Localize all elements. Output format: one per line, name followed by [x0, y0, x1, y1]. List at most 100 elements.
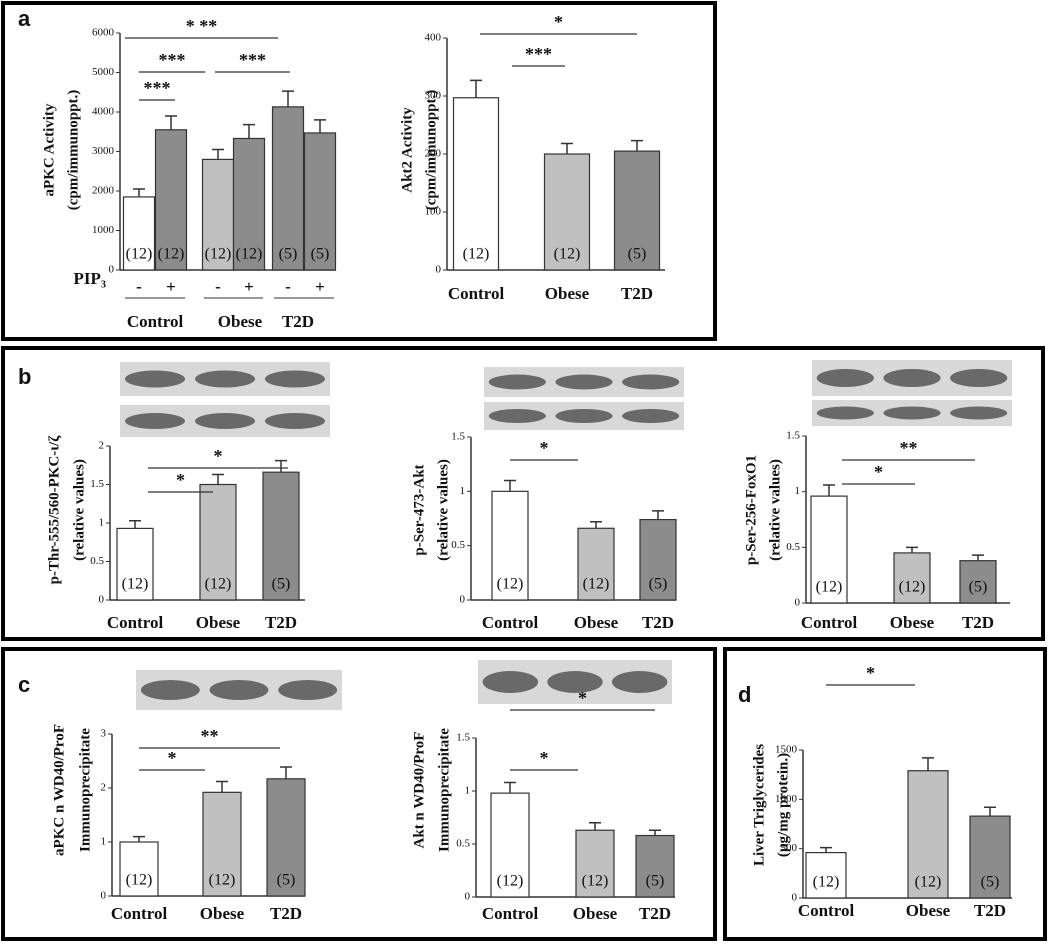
n-label: (5) — [981, 874, 1000, 891]
bar — [543, 153, 591, 271]
n-label: (12) — [497, 873, 524, 890]
bar — [262, 471, 300, 601]
significance-label: * — [554, 12, 563, 32]
error-bar — [590, 521, 602, 529]
significance-label: * — [874, 462, 883, 482]
y-axis-label: (relative values) — [767, 459, 783, 561]
panel-frame — [723, 647, 1047, 941]
error-bar — [823, 484, 835, 497]
y-axis-label: p-Ser-256-FoxO1 — [743, 455, 759, 565]
blot-band — [195, 413, 255, 429]
group-title: PIP₃ — [74, 269, 106, 288]
y-tick-label: 0.5 — [90, 555, 104, 567]
x-tick-label: T2D — [621, 284, 653, 303]
bar — [613, 150, 661, 271]
y-tick-label: 1000 — [92, 224, 115, 236]
n-label: (5) — [649, 576, 668, 593]
n-label: (12) — [205, 246, 232, 263]
error-bar — [631, 139, 643, 152]
y-tick-label: 6000 — [92, 27, 115, 39]
n-label: (12) — [205, 576, 232, 593]
blot-band — [883, 406, 941, 420]
n-label: (12) — [126, 872, 153, 889]
group-label: T2D — [282, 312, 314, 331]
y-tick-label: 2000 — [92, 185, 115, 197]
y-axis-label: p-Ser-473-Akt — [411, 464, 427, 555]
y-tick-label: 3 — [101, 728, 107, 740]
blot-band — [555, 374, 613, 390]
y-tick-label: 2 — [99, 440, 105, 452]
y-tick-label: 0 — [109, 264, 115, 276]
n-label: (5) — [279, 246, 298, 263]
significance-label: ** — [201, 726, 219, 746]
error-bar — [972, 554, 984, 561]
bar — [154, 129, 188, 271]
bar — [122, 196, 156, 271]
n-label: (12) — [813, 874, 840, 891]
error-bar — [589, 822, 601, 831]
bar — [201, 158, 235, 271]
y-tick-label: 1 — [101, 836, 107, 848]
y-tick-label: 0 — [99, 594, 105, 606]
error-bar — [129, 519, 141, 529]
n-label: (5) — [628, 246, 647, 263]
error-bar — [243, 123, 255, 139]
y-tick-label: 1 — [460, 485, 466, 497]
y-tick-label: 400 — [425, 32, 442, 44]
y-axis-label: aPKC n WD40/ProF — [51, 724, 67, 856]
n-label: (12) — [915, 874, 942, 891]
error-bar — [652, 510, 664, 520]
y-axis-label: aPKC Activity — [41, 103, 57, 196]
significance-label: *** — [144, 78, 171, 98]
error-bar — [212, 473, 224, 485]
x-tick-label: T2D — [974, 901, 1006, 920]
bar — [271, 106, 305, 271]
y-axis-label: Immunoprecipitate — [436, 728, 452, 852]
significance-label: * — [176, 470, 185, 490]
n-label: (5) — [311, 246, 330, 263]
n-label: (12) — [158, 246, 185, 263]
blot-band — [125, 413, 185, 429]
bar — [491, 490, 529, 601]
y-tick-label: 0.5 — [456, 838, 470, 850]
blot-band — [278, 680, 338, 700]
x-tick-label: Obese — [906, 901, 951, 920]
bar — [202, 791, 242, 897]
blot-band — [140, 680, 200, 700]
blot-band — [265, 413, 325, 429]
x-tick-label: Obese — [573, 904, 618, 923]
error-bar — [280, 766, 292, 779]
error-bar — [649, 829, 661, 836]
x-tick-label: - — [285, 277, 291, 296]
error-bar — [820, 846, 832, 853]
y-tick-label: 0 — [460, 594, 466, 606]
significance-label: *** — [239, 50, 266, 70]
blot-band — [209, 680, 269, 700]
x-tick-label: Obese — [545, 284, 590, 303]
blot-band — [265, 370, 325, 388]
n-label: (12) — [126, 246, 153, 263]
significance-label: * — [168, 748, 177, 768]
significance-label: * — [866, 663, 875, 683]
blot-band — [950, 406, 1008, 420]
x-tick-label: Obese — [890, 613, 935, 632]
blot-band — [622, 409, 680, 423]
error-bar — [504, 781, 516, 794]
significance-label: * — [540, 438, 549, 458]
significance-label: *** — [159, 50, 186, 70]
n-label: (12) — [497, 576, 524, 593]
panel-letter: c — [18, 672, 30, 697]
significance-label: * — [578, 688, 587, 708]
bar — [119, 841, 159, 897]
bar — [452, 97, 500, 271]
n-label: (5) — [969, 579, 988, 596]
blot-band — [622, 374, 680, 390]
x-tick-label: - — [136, 277, 142, 296]
n-label: (12) — [899, 579, 926, 596]
bar — [303, 132, 337, 271]
error-bar — [165, 115, 177, 130]
error-bar — [216, 780, 228, 793]
y-tick-label: 200 — [425, 148, 442, 160]
n-label: (12) — [582, 873, 609, 890]
